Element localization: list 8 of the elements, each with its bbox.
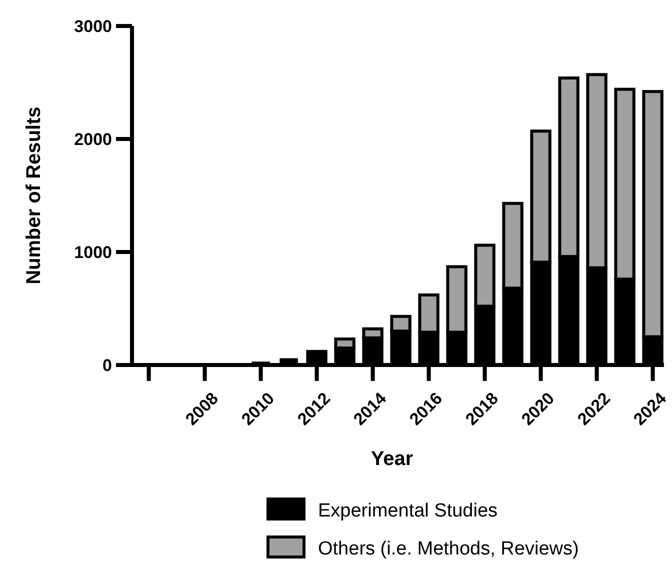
x-axis-title: Year [370,448,414,470]
y-tick-label: 2000 [74,130,112,149]
y-tick-label: 0 [102,356,112,375]
y-tick-label: 1000 [74,242,112,262]
legend-label: Experimental Studies [318,500,498,522]
y-axis-title: Number of Results [23,106,45,284]
legend-label: Others (i.e. Methods, Reviews) [318,538,579,560]
y-tick-label: 3000 [74,16,112,36]
